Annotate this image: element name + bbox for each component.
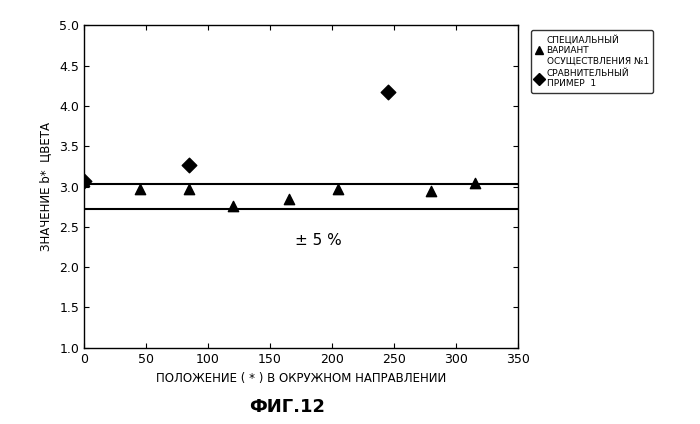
Point <box>184 162 195 168</box>
Point <box>134 186 146 192</box>
Point <box>332 186 344 192</box>
Point <box>382 89 393 96</box>
Point <box>469 179 480 186</box>
Text: ФИГ.12: ФИГ.12 <box>249 398 325 416</box>
Point <box>78 178 90 184</box>
Point <box>78 178 90 184</box>
Legend: СПЕЦИАЛЬНЫЙ
ВАРИАНТ
ОСУЩЕСТВЛЕНИЯ №1, СРАВНИТЕЛЬНЫЙ
ПРИМЕР  1: СПЕЦИАЛЬНЫЙ ВАРИАНТ ОСУЩЕСТВЛЕНИЯ №1, СР… <box>531 30 653 93</box>
Y-axis label: ЗНАЧЕНИЕ b*  ЦВЕТА: ЗНАЧЕНИЕ b* ЦВЕТА <box>39 122 52 251</box>
Point <box>426 187 437 194</box>
X-axis label: ПОЛОЖЕНИЕ ( * ) В ОКРУЖНОМ НАПРАВЛЕНИИ: ПОЛОЖЕНИЕ ( * ) В ОКРУЖНОМ НАПРАВЛЕНИИ <box>156 373 446 385</box>
Point <box>283 195 294 202</box>
Text: ± 5 %: ± 5 % <box>295 233 342 248</box>
Point <box>228 203 239 209</box>
Point <box>184 186 195 192</box>
